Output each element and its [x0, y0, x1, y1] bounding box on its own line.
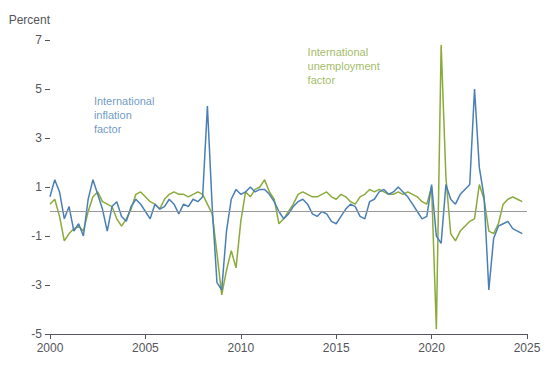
svg-text:inflation: inflation	[94, 109, 132, 121]
svg-text:2005: 2005	[132, 341, 159, 355]
svg-text:2000: 2000	[37, 341, 64, 355]
svg-text:2020: 2020	[418, 341, 445, 355]
svg-text:-5: -5	[31, 327, 42, 341]
svg-text:factor: factor	[308, 74, 336, 86]
svg-text:2010: 2010	[227, 341, 254, 355]
svg-text:-1: -1	[31, 229, 42, 243]
svg-text:Percent: Percent	[9, 13, 51, 27]
svg-text:International: International	[308, 46, 369, 58]
svg-text:International: International	[94, 95, 155, 107]
svg-text:unemployment: unemployment	[308, 60, 380, 72]
svg-text:2015: 2015	[323, 341, 350, 355]
svg-text:3: 3	[35, 131, 42, 145]
svg-text:factor: factor	[94, 123, 122, 135]
svg-text:-3: -3	[31, 278, 42, 292]
svg-text:2025: 2025	[514, 341, 541, 355]
svg-text:7: 7	[35, 33, 42, 47]
svg-text:1: 1	[35, 180, 42, 194]
svg-text:5: 5	[35, 82, 42, 96]
